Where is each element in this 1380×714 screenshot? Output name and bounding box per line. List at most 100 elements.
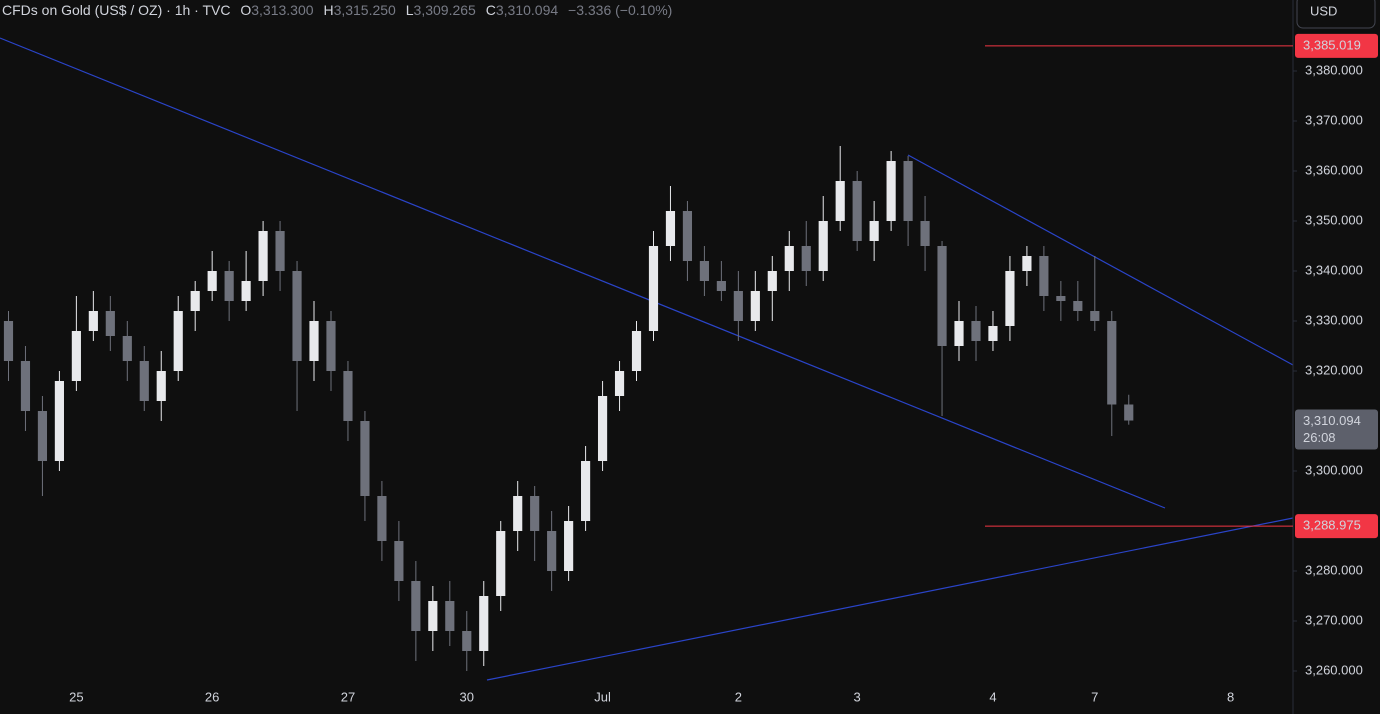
ohlc-tag: C — [486, 2, 496, 18]
candle-body — [241, 281, 251, 301]
candle-body — [903, 161, 913, 221]
x-tick-label: 27 — [341, 689, 355, 704]
ohlc-value: 3,310.094 — [496, 2, 558, 18]
candle-body — [1124, 404, 1134, 421]
x-tick-label: 2 — [735, 689, 742, 704]
candle-body — [818, 221, 828, 271]
candle-body — [428, 601, 438, 631]
x-tick-label: 30 — [460, 689, 474, 704]
candle-body — [716, 281, 726, 291]
trend-line — [486, 517, 1294, 681]
candle-body — [479, 596, 489, 651]
candle-body — [377, 496, 387, 541]
change: −3.336 (−0.10%) — [568, 2, 672, 18]
x-tick-label: 4 — [989, 689, 996, 704]
candle-body — [1005, 271, 1015, 326]
trend-line — [907, 154, 1294, 366]
candle-body — [105, 311, 115, 336]
candle-body — [275, 231, 285, 271]
candle-body — [869, 221, 879, 241]
candle-body — [3, 321, 14, 361]
y-tick-label: 3,340.000 — [1305, 262, 1363, 277]
y-tick-label: 3,280.000 — [1305, 562, 1363, 577]
candle-body — [564, 521, 574, 571]
symbol: CFDs on Gold (US$ / OZ) · 1h · TVC — [2, 2, 230, 18]
candle-body — [1073, 301, 1083, 311]
candle-body — [394, 541, 404, 581]
trend-line — [0, 37, 1166, 509]
y-tick-label: 3,330.000 — [1305, 312, 1363, 327]
y-tick-label: 3,380.000 — [1305, 62, 1363, 77]
candle-body — [581, 461, 591, 521]
candle-body — [801, 246, 811, 271]
candle-body — [20, 361, 31, 411]
candle-body — [462, 631, 472, 651]
candle-body — [971, 321, 981, 341]
price-level-tag — [1295, 33, 1378, 58]
candle-body — [597, 396, 608, 461]
candle-body — [920, 221, 930, 246]
last-price-label: 3,310.094 — [1303, 413, 1361, 428]
candle-body — [258, 231, 268, 281]
candle-body — [207, 271, 217, 291]
candle-body — [835, 181, 845, 221]
currency-label[interactable]: USD — [1310, 3, 1337, 18]
y-tick-label: 3,320.000 — [1305, 362, 1363, 377]
x-tick-label: 26 — [205, 689, 219, 704]
candle-body — [292, 271, 302, 361]
candle-body — [309, 321, 319, 361]
candle-body — [886, 161, 896, 221]
candle-body — [750, 291, 760, 321]
candle-body — [139, 361, 149, 401]
candle-body — [411, 581, 421, 631]
price-level-label: 3,288.975 — [1303, 518, 1361, 533]
ohlc-value: 3,313.300 — [251, 2, 313, 18]
candle-body — [1022, 256, 1032, 271]
candle-body — [954, 321, 964, 346]
x-tick-label: 7 — [1091, 689, 1098, 704]
candle-body — [988, 326, 998, 341]
x-tick-label: 25 — [69, 689, 83, 704]
x-tick-label: 3 — [854, 689, 861, 704]
last-price-tag — [1295, 409, 1378, 450]
candle-body — [71, 331, 81, 381]
candle-body — [547, 531, 557, 571]
price-level-tag — [1295, 514, 1378, 539]
candle-body — [326, 321, 336, 371]
candle-body — [1056, 296, 1066, 301]
candle-body — [360, 421, 370, 496]
candle-body — [513, 496, 523, 531]
candle-body — [1039, 256, 1049, 296]
candle-body — [88, 311, 98, 331]
candle-body — [665, 211, 676, 246]
candle-body — [54, 381, 64, 461]
candle-body — [37, 411, 48, 461]
x-tick-label: Jul — [594, 689, 611, 704]
y-tick-label: 3,270.000 — [1305, 612, 1363, 627]
y-tick-label: 3,350.000 — [1305, 212, 1363, 227]
candle-body — [122, 336, 132, 361]
y-tick-label: 3,300.000 — [1305, 462, 1363, 477]
ohlc-tag: L — [406, 2, 414, 18]
ohlc-value: 3,315.250 — [334, 2, 396, 18]
candle-body — [767, 271, 777, 291]
candle-body — [1107, 321, 1117, 405]
candle-body — [699, 261, 709, 281]
candle-body — [1090, 311, 1100, 321]
candle-body — [733, 291, 743, 321]
ohlc-tag: H — [323, 2, 333, 18]
price-level-label: 3,385.019 — [1303, 37, 1361, 52]
candle-body — [852, 181, 862, 241]
candle-body — [682, 211, 693, 261]
y-tick-label: 3,370.000 — [1305, 112, 1363, 127]
x-tick-label: 8 — [1227, 689, 1234, 704]
candle-body — [224, 271, 234, 301]
candle-body — [631, 331, 642, 371]
currency-button[interactable] — [1296, 0, 1376, 29]
y-tick-label: 3,360.000 — [1305, 162, 1363, 177]
candle-body — [784, 246, 794, 271]
candle-body — [445, 601, 455, 631]
ohlc-value: 3,309.265 — [414, 2, 476, 18]
candle-body — [343, 371, 353, 421]
